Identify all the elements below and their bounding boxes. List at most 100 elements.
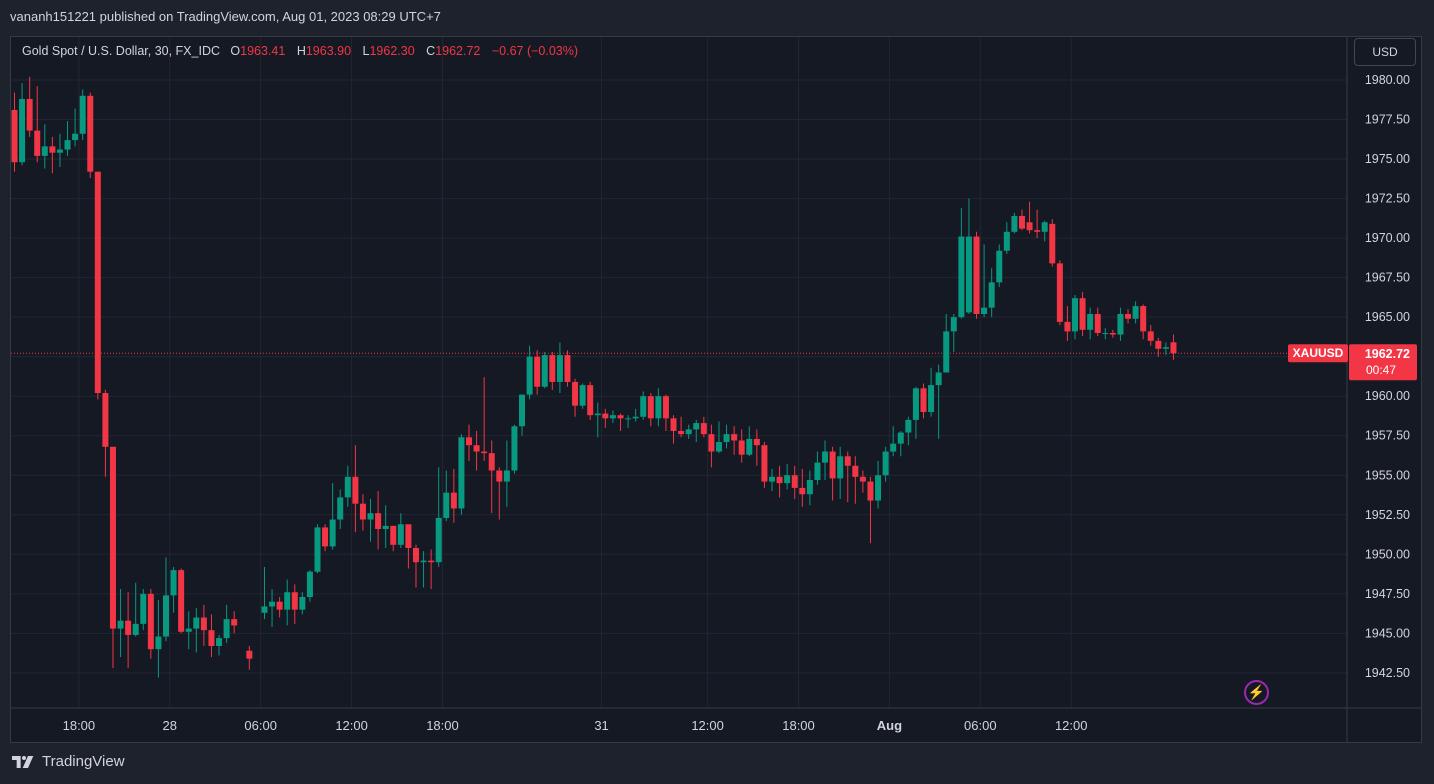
candle-body — [299, 596, 306, 610]
tradingview-brand[interactable]: TradingView — [12, 753, 125, 770]
candle-body — [769, 476, 775, 482]
candle-body — [155, 636, 162, 650]
candle-body — [950, 317, 957, 332]
candle-body — [450, 492, 457, 509]
candle-body — [1170, 342, 1177, 354]
candle-body — [647, 396, 654, 419]
candle-body — [753, 438, 760, 446]
candle-body — [693, 423, 700, 430]
candle-body — [1140, 306, 1147, 332]
candle-body — [981, 307, 988, 314]
chart-pane[interactable] — [10, 36, 1422, 743]
candle-body — [587, 385, 594, 416]
legend-close: 1962.72 — [435, 44, 481, 58]
candle-body — [678, 430, 685, 435]
legend-low-label: L — [362, 44, 370, 58]
candle-body — [473, 445, 480, 452]
x-tick-label: 18:00 — [782, 718, 815, 733]
candle-body — [276, 601, 283, 610]
x-tick-label: 06:00 — [964, 718, 997, 733]
candle-body — [466, 437, 472, 446]
candle-body — [541, 355, 548, 387]
brand-name: TradingView — [42, 753, 125, 770]
candle-body — [859, 476, 866, 482]
candle-body — [708, 434, 715, 452]
candle-body — [534, 356, 541, 387]
candle-body — [87, 95, 94, 172]
candle-body — [1162, 347, 1169, 349]
candle-body — [435, 517, 442, 563]
symbol-tag-label: XAUUSD — [1293, 346, 1344, 360]
legend-close-label: C — [426, 44, 436, 58]
candle-body — [700, 423, 707, 435]
candle-body — [829, 451, 836, 479]
candle-body — [965, 236, 972, 313]
candle-body — [761, 445, 768, 482]
y-tick-label: 1957.50 — [1365, 429, 1410, 443]
candle-body — [928, 385, 935, 413]
x-tick-label: 18:00 — [426, 718, 459, 733]
candle-body — [231, 619, 238, 626]
candle-body — [41, 146, 48, 156]
x-tick-label: 28 — [163, 718, 177, 733]
candle-body — [79, 95, 86, 134]
x-tick-label: 31 — [594, 718, 608, 733]
candle-body — [519, 394, 526, 427]
legend-symbol[interactable]: Gold Spot / U.S. Dollar, 30, FX_IDC — [22, 44, 220, 58]
candle-body — [193, 617, 200, 629]
candle-body — [420, 560, 427, 563]
y-tick-label: 1950.00 — [1365, 547, 1410, 561]
candle-body — [496, 470, 503, 482]
candle-body — [511, 426, 518, 471]
candle-body — [556, 355, 563, 382]
tradingview-logo-icon — [12, 755, 34, 768]
candle-body — [246, 650, 253, 659]
candle-body — [594, 413, 601, 416]
candle-body — [481, 451, 488, 454]
y-tick-label: 1960.00 — [1365, 389, 1410, 403]
legend-low: 1962.30 — [369, 44, 415, 58]
candle-body — [685, 429, 692, 435]
lightning-icon[interactable]: ⚡ — [1244, 680, 1269, 705]
candle-body — [655, 396, 662, 419]
candle-body — [1072, 298, 1078, 332]
candle-body — [1003, 231, 1010, 251]
y-tick-label: 1952.50 — [1365, 508, 1410, 522]
candle-body — [11, 110, 18, 163]
candle-body — [617, 415, 624, 419]
candle-body — [200, 617, 207, 631]
candle-body — [996, 250, 1003, 283]
candle-body — [140, 593, 147, 624]
candle-body — [216, 638, 223, 646]
candle-body — [920, 388, 927, 413]
legend-high: 1963.90 — [305, 44, 352, 58]
candle-body — [897, 432, 904, 444]
y-tick-label: 1977.50 — [1365, 113, 1410, 127]
candle-body — [1034, 230, 1041, 232]
candle-body — [1011, 215, 1018, 232]
candle-body — [935, 372, 942, 386]
candle-body — [958, 236, 965, 318]
y-tick-label: 1970.00 — [1365, 231, 1410, 245]
candle-body — [723, 434, 730, 443]
candle-body — [503, 470, 510, 482]
symbol-tag — [1288, 344, 1348, 363]
y-tick-label: 1972.50 — [1365, 192, 1410, 206]
candle-body — [625, 418, 632, 420]
currency-button[interactable]: USD — [1354, 38, 1416, 66]
candle-body — [662, 396, 669, 419]
candle-body — [738, 440, 745, 455]
candle-body — [344, 476, 351, 498]
candle-body — [640, 396, 647, 417]
candle-body — [94, 171, 101, 394]
candle-body — [882, 451, 889, 476]
candle-body — [1049, 223, 1056, 264]
candle-body — [814, 462, 821, 480]
x-tick-label: 12:00 — [335, 718, 368, 733]
candle-body — [776, 476, 783, 484]
candle-body — [102, 393, 109, 447]
candle-body — [632, 416, 639, 419]
y-tick-label: 1965.00 — [1365, 310, 1410, 324]
candle-body — [564, 355, 571, 382]
